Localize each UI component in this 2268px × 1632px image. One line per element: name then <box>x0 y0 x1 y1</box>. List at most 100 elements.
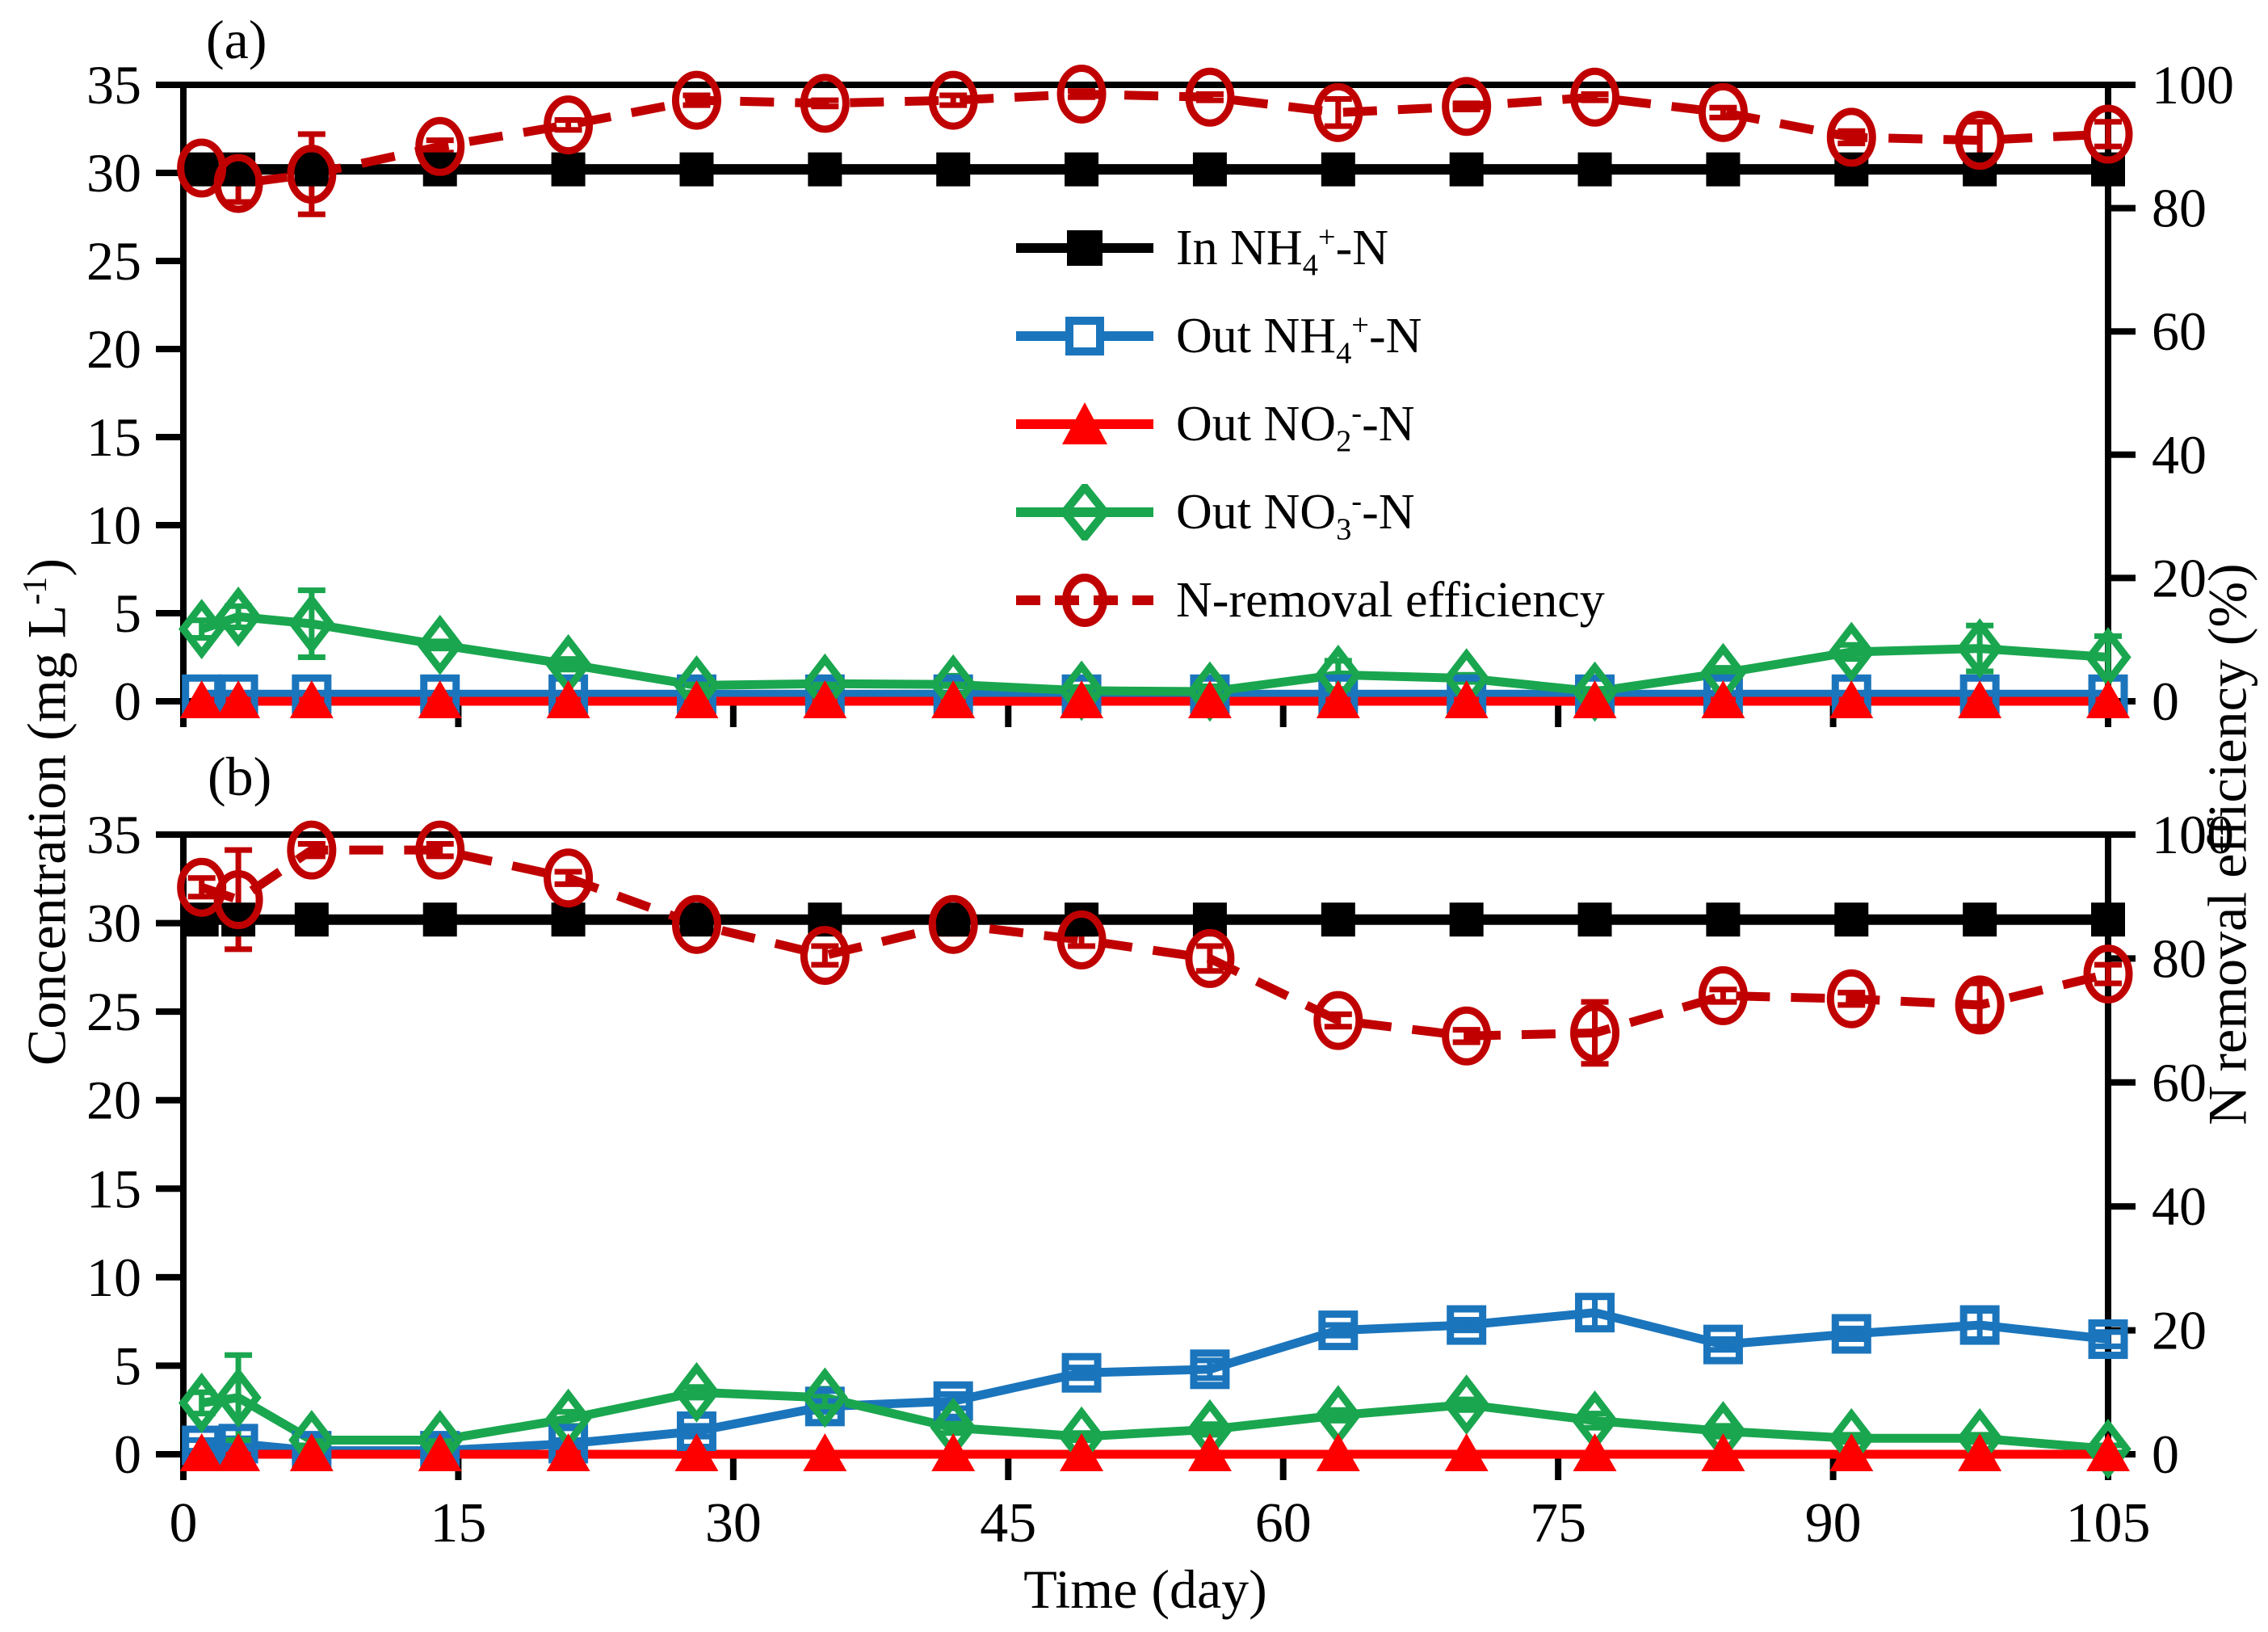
legend-label: Out NO2--N <box>1176 395 1415 458</box>
error-bar-out_no3 <box>554 656 582 673</box>
legend-label: N-removal efficiency <box>1176 572 1605 628</box>
panel-b: 0 5 10 15 20 25 30 35 0 20 40 60 80 100 0 15 30 45 60 75 90 1… <box>86 804 2234 1554</box>
error-bar-eff <box>187 875 216 900</box>
right-tick-label: 0 <box>2152 1424 2179 1485</box>
error-bar-out_nh4 <box>2094 1329 2122 1349</box>
left-tick-label: 30 <box>86 142 141 204</box>
green-open-diamond-icon <box>1016 484 1153 540</box>
error-bar-eff <box>1068 88 1096 100</box>
x-tick-label: 105 <box>2066 1492 2151 1554</box>
error-bar-out_nh4 <box>1324 1322 1352 1339</box>
x-tick-label: 90 <box>1805 1492 1862 1554</box>
error-bar-eff <box>2094 961 2122 986</box>
right-tick-label: 0 <box>2152 671 2179 732</box>
right-tick-label: 40 <box>2152 424 2207 486</box>
error-bar-eff <box>1581 90 1609 103</box>
legend: In NH4+-N Out NH4+-N Out NO2--N Out NO3-… <box>1016 220 1605 660</box>
left-tick-label: 10 <box>86 1247 141 1308</box>
error-bar-out_no3 <box>426 638 454 652</box>
error-bar-eff <box>554 116 582 133</box>
error-bar-eff <box>939 92 968 108</box>
legend-item-in-nh4: In NH4+-N <box>1016 219 1605 282</box>
left-tick-label: 0 <box>114 671 141 732</box>
error-bar-eff <box>1195 943 1224 974</box>
error-bar-out_no3 <box>1452 1396 1480 1413</box>
error-bar-eff <box>297 841 326 860</box>
x-tick-label: 75 <box>1530 1492 1586 1554</box>
y-axis-title-right: N removal efficiency (%) <box>2196 563 2258 1125</box>
left-tick-label: 0 <box>114 1424 141 1485</box>
error-bar-eff <box>1838 128 1866 146</box>
error-bar-out_no3 <box>939 1420 968 1436</box>
blue-open-square-icon <box>1016 317 1153 355</box>
error-bar-eff <box>1452 100 1480 113</box>
left-tick-label: 5 <box>114 1335 141 1396</box>
right-tick-label: 40 <box>2152 1176 2207 1237</box>
error-bar-eff <box>1581 999 1609 1067</box>
error-bar-out_nh4 <box>1709 1336 1737 1353</box>
red-filled-triangle-icon <box>1016 402 1153 444</box>
left-tick-label: 15 <box>86 406 141 468</box>
error-bar-eff <box>1838 990 1866 1008</box>
error-bar-eff <box>682 92 711 108</box>
panel-a-label: (a) <box>206 9 267 70</box>
darkred-open-circle-icon <box>1016 574 1153 627</box>
error-bar-out_nh4 <box>1838 1325 1866 1343</box>
x-tick-label: 45 <box>980 1492 1036 1554</box>
legend-label: Out NH4+-N <box>1176 307 1422 370</box>
x-tick-label: 60 <box>1255 1492 1312 1554</box>
error-bar-eff <box>811 943 839 968</box>
left-tick-label: 35 <box>86 804 141 865</box>
right-tick-label: 60 <box>2152 301 2207 362</box>
panel-frame <box>180 831 2111 1457</box>
markers-eff-b <box>177 820 2133 1066</box>
panel-b-label: (b) <box>208 746 272 807</box>
line-out_no3-b <box>200 1387 2109 1453</box>
error-bar-eff <box>1709 986 1737 1005</box>
x-tick-label: 0 <box>170 1492 198 1554</box>
error-bar-eff <box>1452 1027 1480 1045</box>
right-tick-label: 100 <box>2152 54 2234 116</box>
legend-item-out-no3: Out NO3--N <box>1016 483 1605 546</box>
error-bar-eff <box>1324 1011 1352 1030</box>
markers-eff-a <box>177 64 2133 213</box>
markers-out_no2-b <box>179 1433 2130 1471</box>
error-bar-eff <box>1195 90 1224 103</box>
line-eff-b <box>200 845 2110 1041</box>
right-tick-label: 80 <box>2152 927 2207 989</box>
error-bar-eff <box>2094 119 2122 149</box>
x-tick-label: 15 <box>430 1492 486 1554</box>
right-tick-label: 60 <box>2152 1052 2207 1113</box>
left-tick-label: 25 <box>86 981 141 1042</box>
legend-item-n-removal-efficiency: N-removal efficiency <box>1016 572 1605 629</box>
panel-a: 0 5 10 15 20 25 30 35 0 20 40 60 80 100 <box>86 54 2234 732</box>
right-tick-label: 20 <box>2152 547 2207 608</box>
error-bar-out_no3 <box>1324 1407 1352 1424</box>
markers-out_no2-a <box>179 680 2130 718</box>
left-tick-label: 5 <box>114 583 141 644</box>
legend-label: Out NO3--N <box>1176 483 1415 546</box>
left-tick-label: 25 <box>86 230 141 292</box>
left-tick-label: 20 <box>86 318 141 380</box>
left-tick-label: 30 <box>86 893 141 954</box>
black-filled-square-icon <box>1016 230 1153 266</box>
right-tick-label: 20 <box>2152 1300 2207 1361</box>
left-tick-label: 20 <box>86 1070 141 1131</box>
error-bar-out_no3 <box>682 1384 711 1401</box>
error-bar-eff <box>1709 104 1737 120</box>
legend-item-out-no2: Out NO2--N <box>1016 395 1605 458</box>
error-bar-eff <box>554 869 582 887</box>
right-tick-label: 100 <box>2152 804 2234 865</box>
right-tick-label: 80 <box>2152 178 2207 239</box>
error-bar-out_nh4 <box>1195 1357 1224 1382</box>
error-bar-out_nh4 <box>1452 1316 1480 1334</box>
left-tick-label: 10 <box>86 494 141 556</box>
x-tick-label: 30 <box>705 1492 762 1554</box>
legend-item-out-nh4: Out NH4+-N <box>1016 307 1605 370</box>
x-axis-title: Time (day) <box>1023 1558 1267 1620</box>
legend-label: In NH4+-N <box>1176 219 1389 282</box>
error-bar-eff <box>1324 96 1352 129</box>
error-bar-eff <box>811 97 839 110</box>
